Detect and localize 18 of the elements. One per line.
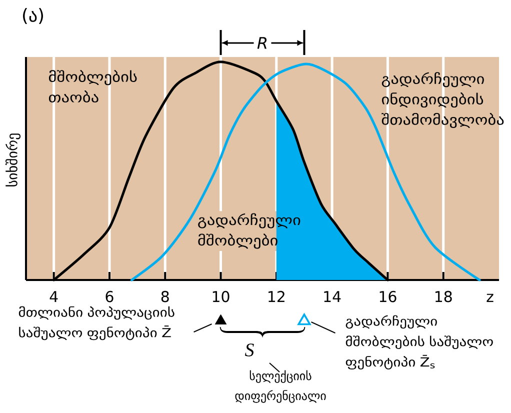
x-tick-label: 16 <box>380 290 396 302</box>
x-tick-label: 6 <box>106 290 114 302</box>
text: სელექციის დიფერენციალი <box>235 370 326 403</box>
x-tick-label: 12 <box>268 290 284 302</box>
x-axis-title: z <box>486 294 494 302</box>
text: R <box>257 37 267 49</box>
x-tick-label: 10 <box>212 290 230 302</box>
x-tick-label: 14 <box>324 291 341 302</box>
series-label: მშობლების თაობა <box>48 70 137 102</box>
y-axis-title: სიხშირე <box>6 134 20 186</box>
text: მთლიანი პოპულაციის საშუალო ფენოტიპი Z̄ <box>18 306 174 340</box>
chart-title: (ა) <box>23 8 44 24</box>
x-tick-label: 18 <box>435 290 452 302</box>
x-tick-label: 8 <box>161 290 169 302</box>
text: S <box>244 344 254 356</box>
x-tick-label: 4 <box>50 291 58 302</box>
text: გადარჩეული მშობლების საშუალო ფენოტიპი Z̄$_{s}$ <box>346 315 493 370</box>
series-label: გადარჩეული ინდივიდების შთამომავლობა <box>382 72 504 128</box>
